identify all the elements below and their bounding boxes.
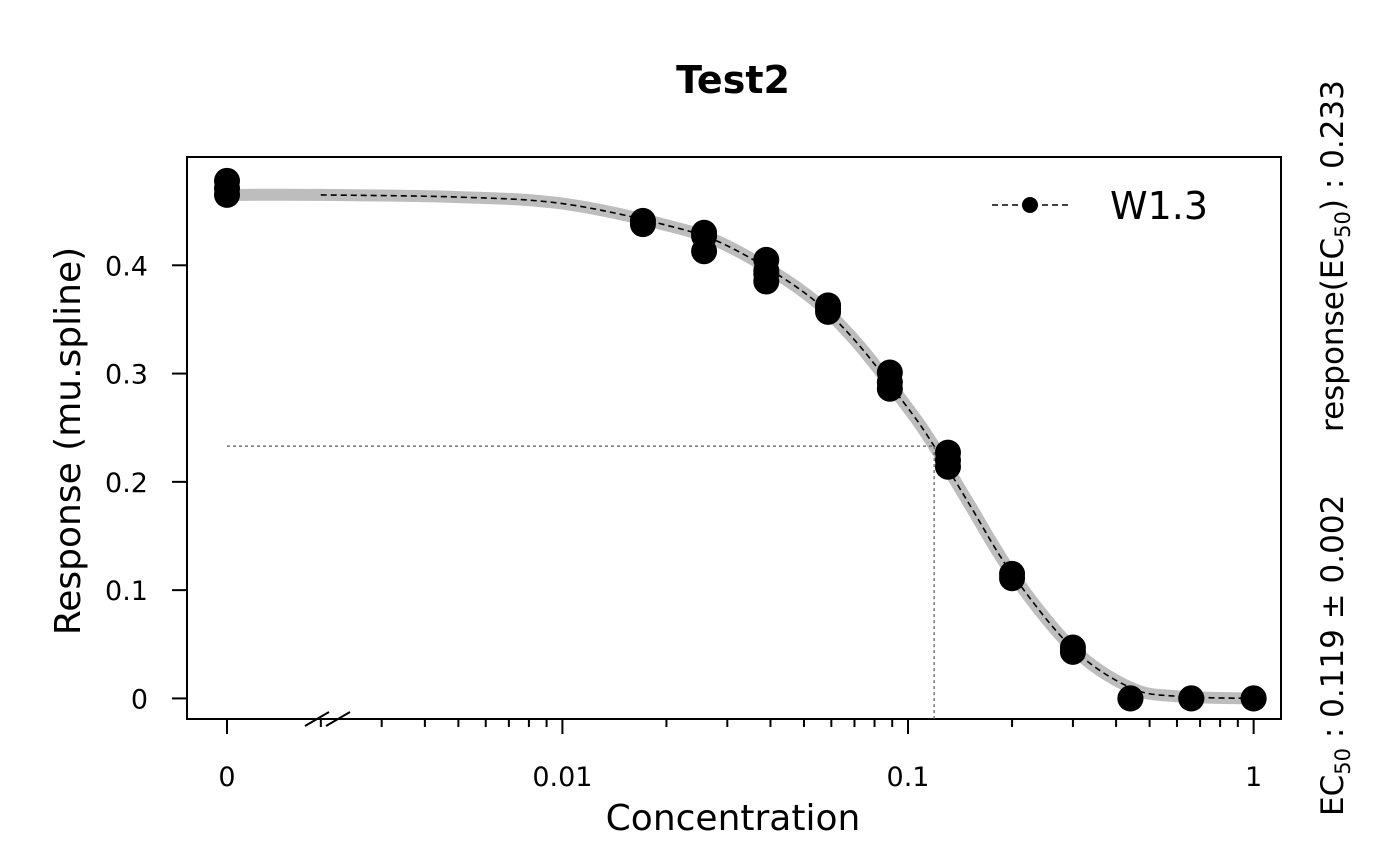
data-point [815, 298, 842, 325]
x-tick-label: 0 [218, 762, 235, 793]
x-tick-label: 0.01 [532, 762, 592, 793]
y-axis-label: Response (mu.spline) [48, 247, 89, 635]
data-point [999, 565, 1026, 592]
x-tick-label: 1 [1245, 762, 1262, 793]
chart-title: Test2 [676, 58, 790, 102]
y-tick-label: 0 [131, 684, 148, 715]
plot-area [214, 167, 1267, 719]
data-point [1178, 685, 1205, 712]
y-tick-label: 0.1 [105, 576, 148, 607]
data-point [1059, 638, 1086, 665]
fit-confidence-band [226, 188, 1254, 705]
x-axis-break-mark [325, 711, 351, 727]
y-tick-label: 0.2 [105, 468, 148, 499]
y-tick-label: 0.4 [105, 251, 148, 282]
data-point [629, 211, 656, 238]
response-value: ) : 0.233 [1315, 80, 1351, 211]
y-tick-label: 0.3 [105, 360, 148, 391]
plot-frame [186, 156, 1282, 720]
data-point [214, 181, 240, 208]
legend-label: W1.3 [1110, 184, 1208, 228]
ec50-subscript: 50 [1331, 748, 1355, 775]
x-axis-break-mark [304, 711, 330, 727]
ec50-label: EC [1315, 775, 1351, 816]
x-tick-label: 0.1 [887, 762, 930, 793]
x-axis-label: Concentration [606, 798, 861, 839]
ec50-annotation: EC50 : 0.119 ± 0.002 [1315, 495, 1355, 816]
data-point [934, 453, 961, 480]
data-point [691, 238, 718, 265]
y-axis: 0 0.1 0.2 0.3 0.4 [105, 251, 187, 715]
x-axis: 0 0.01 0.1 1 [218, 711, 1262, 793]
legend-marker [1022, 197, 1038, 213]
data-point [1240, 685, 1267, 712]
data-point [876, 375, 903, 402]
legend: W1.3 [992, 184, 1208, 228]
response-ec50-annotation: response(EC50) : 0.233 [1315, 80, 1355, 432]
data-point [753, 268, 780, 295]
ec50-value: : 0.119 ± 0.002 [1315, 495, 1351, 748]
data-point [1117, 685, 1144, 712]
response-subscript: 50 [1331, 211, 1355, 238]
response-label: response(EC [1315, 238, 1351, 432]
